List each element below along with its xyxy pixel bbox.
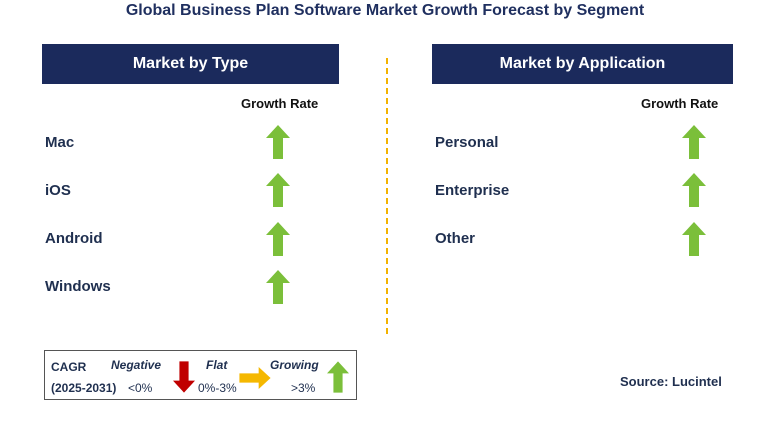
legend-flat-range: 0%-3% bbox=[198, 381, 237, 395]
growing-arrow-icon bbox=[327, 361, 349, 393]
growing-arrow-icon bbox=[266, 270, 290, 304]
flat-arrow-icon bbox=[239, 367, 271, 389]
growing-arrow-icon bbox=[266, 125, 290, 159]
type-row-mac: Mac bbox=[45, 134, 75, 151]
application-row-enterprise: Enterprise bbox=[435, 182, 510, 199]
growing-arrow-icon bbox=[682, 222, 706, 256]
application-row-other: Other bbox=[435, 230, 476, 247]
type-row-ios: iOS bbox=[45, 182, 71, 199]
panel-divider bbox=[386, 58, 388, 334]
legend-growing-range: >3% bbox=[291, 381, 316, 395]
growing-arrow-icon bbox=[266, 222, 290, 256]
growing-arrow-icon bbox=[682, 125, 706, 159]
legend-growing-label: Growing bbox=[270, 358, 319, 372]
type-row-android: Android bbox=[45, 230, 103, 247]
legend-cagr-label: CAGR bbox=[51, 360, 87, 374]
source-note: Source: Lucintel bbox=[620, 374, 722, 389]
growing-arrow-icon bbox=[682, 173, 706, 207]
legend-negative-label: Negative bbox=[111, 358, 162, 372]
type-row-windows: Windows bbox=[45, 278, 111, 295]
negative-arrow-icon bbox=[173, 361, 195, 393]
growing-arrow-icon bbox=[266, 173, 290, 207]
market-by-type-header: Market by Type bbox=[42, 44, 339, 84]
market-by-application-header: Market by Application bbox=[432, 44, 733, 84]
chart-title: Global Business Plan Software Market Gro… bbox=[125, 2, 645, 19]
legend-period: (2025-2031) bbox=[51, 381, 117, 395]
application-growth-rate-header: Growth Rate bbox=[641, 96, 719, 111]
type-growth-rate-header: Growth Rate bbox=[241, 96, 319, 111]
application-row-personal: Personal bbox=[435, 134, 499, 151]
legend-negative-range: <0% bbox=[128, 381, 153, 395]
legend-flat-label: Flat bbox=[206, 358, 228, 372]
cagr-legend: CAGR (2025-2031) Negative <0% Flat 0%-3%… bbox=[44, 350, 357, 400]
